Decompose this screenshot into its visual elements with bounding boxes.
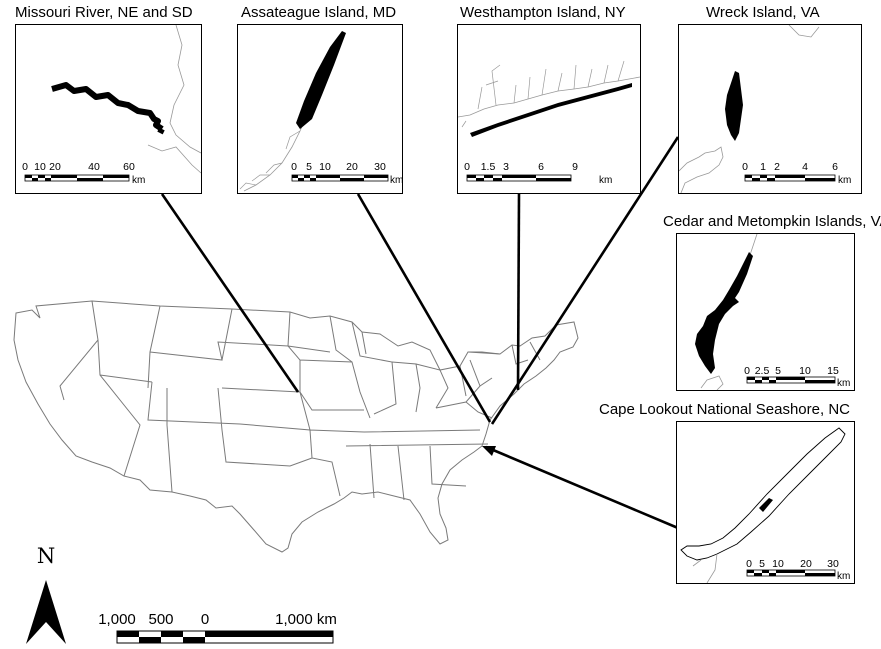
north-label: N: [37, 544, 55, 568]
arrowhead-icon: [482, 446, 496, 456]
scale-tick: 9: [572, 161, 578, 173]
inset-wreck-island: 0 1 2 4 6 km: [678, 24, 862, 194]
scale-unit: km: [390, 175, 402, 186]
inset-title-wreck: Wreck Island, VA: [706, 4, 820, 21]
main-scale-tick-0: 0: [201, 611, 209, 628]
cape-lookout-feature: [680, 427, 846, 561]
cedar-metompkin-islands-feature: [695, 252, 753, 374]
inset-cape-lookout: 0 5 10 20 30 km: [676, 421, 855, 584]
main-scale-tick-1000-left: 1,000: [98, 611, 136, 628]
scale-tick: 0: [291, 161, 297, 173]
scale-unit: km: [837, 378, 850, 389]
scale-bar-assateague: [291, 174, 389, 182]
westhampton-island-feature: [470, 83, 632, 137]
scale-tick: 2: [774, 161, 780, 173]
leader-line-wreck: [490, 136, 680, 425]
scale-tick: 5: [775, 365, 781, 377]
leader-line-assateague: [356, 193, 492, 423]
inset-title-cape-lookout: Cape Lookout National Seashore, NC: [599, 401, 850, 418]
us-states-map: [13, 300, 579, 553]
scale-unit: km: [132, 175, 145, 186]
scale-tick: 20: [800, 558, 812, 570]
scale-tick: 0: [744, 365, 750, 377]
scale-tick: 0: [22, 161, 28, 173]
leader-line-cape-lookout: [485, 445, 679, 530]
scale-bar-cape-lookout: [746, 569, 836, 577]
inset-title-assateague: Assateague Island, MD: [241, 4, 397, 21]
north-arrow-icon: [26, 580, 66, 644]
scale-tick: 40: [88, 161, 100, 173]
leader-line-westhampton: [516, 193, 521, 391]
state-border-line: [169, 25, 201, 154]
inset-westhampton-island: 0 1.5 3 6 9 km: [457, 24, 641, 194]
scale-tick: 6: [538, 161, 544, 173]
inset-title-westhampton: Westhampton Island, NY: [460, 4, 626, 21]
wreck-island-feature: [725, 71, 743, 141]
scale-tick: 0: [464, 161, 470, 173]
us-outline: [13, 300, 579, 553]
scale-tick: 60: [123, 161, 135, 173]
inset-assateague-island: 0 5 10 20 30 km: [237, 24, 403, 194]
main-scale-tick-1000-km: 1,000 km: [275, 611, 337, 628]
scale-tick: 15: [827, 365, 839, 377]
coastline: [458, 76, 640, 118]
coastline: [788, 25, 820, 38]
scale-tick: 30: [827, 558, 839, 570]
missouri-river-feature: [51, 82, 164, 132]
inset-cedar-metompkin-islands: 0 2.5 5 10 15 km: [676, 233, 855, 391]
scale-tick: 1.5: [481, 161, 496, 173]
main-scale-bar: [116, 630, 334, 644]
scale-tick: 10: [799, 365, 811, 377]
scale-unit: km: [599, 175, 612, 186]
scale-tick: 5: [306, 161, 312, 173]
scale-tick: 3: [503, 161, 509, 173]
scale-bar-missouri: [24, 174, 130, 182]
assateague-island-feature: [296, 31, 346, 129]
scale-tick: 0: [746, 558, 752, 570]
scale-tick: 20: [346, 161, 358, 173]
scale-tick: 5: [759, 558, 765, 570]
scale-bar-westhampton: [466, 174, 572, 182]
scale-unit: km: [838, 175, 851, 186]
scale-tick: 4: [802, 161, 808, 173]
scale-tick: 2.5: [755, 365, 770, 377]
scale-tick: 1: [760, 161, 766, 173]
inset-title-missouri: Missouri River, NE and SD: [15, 4, 193, 21]
scale-tick: 30: [374, 161, 386, 173]
state-boundaries: [59, 300, 541, 501]
inset-title-cedar-metompkin: Cedar and Metompkin Islands, VA: [663, 213, 881, 230]
leader-lines: [160, 136, 680, 530]
scale-tick: 20: [49, 161, 61, 173]
scale-tick: 10: [34, 161, 46, 173]
leader-line-missouri: [160, 193, 300, 393]
scale-bar-wreck: [744, 174, 836, 182]
scale-bar-cedar-metompkin: [746, 376, 836, 384]
scale-tick: 10: [772, 558, 784, 570]
inset-missouri-river: 0 10 20 40 60 km: [15, 24, 202, 194]
main-scale-tick-500: 500: [148, 611, 173, 628]
scale-tick: 10: [319, 161, 331, 173]
scale-tick: 6: [832, 161, 838, 173]
scale-unit: km: [837, 571, 850, 582]
scale-tick: 0: [742, 161, 748, 173]
